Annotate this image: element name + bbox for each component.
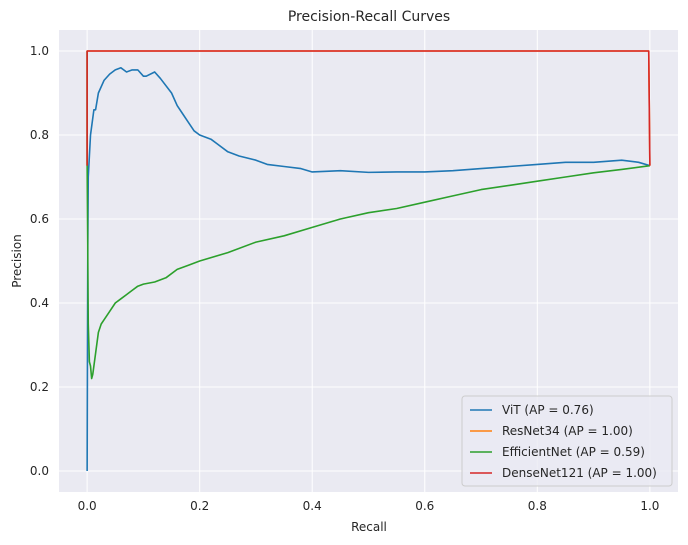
series-line-0: [86, 67, 651, 472]
y-tick-label: 0.8: [30, 128, 49, 142]
x-axis-label: Recall: [351, 520, 387, 534]
series-line-3: [86, 50, 651, 166]
legend: ViT (AP = 0.76) ResNet34 (AP = 1.00) Effic…: [461, 395, 673, 487]
x-tick-label: 0.6: [415, 499, 434, 513]
x-tick-label: 0.8: [528, 499, 547, 513]
y-axis-ticks: 0.0 0.2 0.4 0.6 0.8 1.0: [30, 44, 49, 478]
x-tick-label: 0.4: [303, 499, 322, 513]
series-line-2: [86, 51, 650, 380]
legend-label: ViT (AP = 0.76): [502, 403, 594, 417]
legend-box: [461, 395, 673, 487]
x-tick-label: 0.2: [190, 499, 209, 513]
x-tick-label: 1.0: [640, 499, 659, 513]
series-lines: [86, 50, 651, 472]
legend-label: ResNet34 (AP = 1.00): [502, 424, 633, 438]
x-axis-ticks: 0.0 0.2 0.4 0.6 0.8 1.0: [78, 499, 660, 513]
y-tick-label: 0.6: [30, 212, 49, 226]
y-tick-label: 1.0: [30, 44, 49, 58]
legend-label: EfficientNet (AP = 0.59): [502, 445, 645, 459]
y-tick-label: 0.2: [30, 380, 49, 394]
chart-title: Precision-Recall Curves: [288, 9, 450, 25]
x-tick-label: 0.0: [78, 499, 97, 513]
y-tick-label: 0.0: [30, 464, 49, 478]
y-axis-label: Precision: [10, 234, 24, 288]
legend-label: DenseNet121 (AP = 1.00): [502, 466, 657, 480]
y-tick-label: 0.4: [30, 296, 49, 310]
